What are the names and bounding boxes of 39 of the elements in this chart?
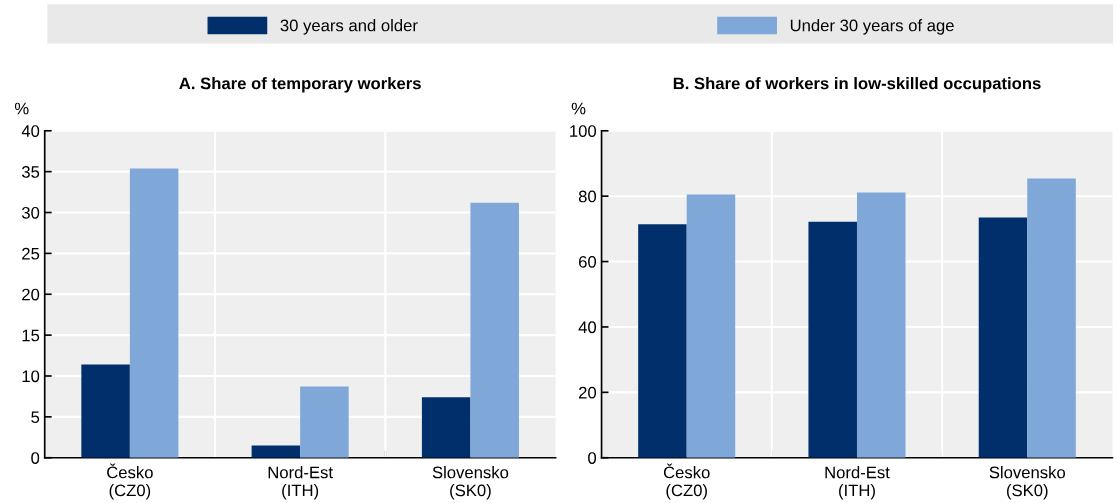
y-tick-label: 40 — [21, 125, 40, 137]
y-tick-label: 100 — [570, 125, 597, 137]
y-tick-label: 15 — [22, 329, 40, 342]
y-tick-label: 60 — [579, 255, 597, 268]
bar — [808, 221, 857, 458]
y-tick-label: 20 — [578, 386, 597, 399]
bar — [686, 194, 736, 458]
bar — [470, 202, 519, 458]
bar — [251, 445, 301, 458]
y-axis-title: % — [14, 102, 29, 115]
x-tick-label: Slovensko (SK0) — [432, 466, 509, 500]
x-tick-label: Česko (CZ0) — [107, 463, 153, 500]
x-tick-label: Slovensko (SK0) — [989, 466, 1066, 500]
x-tick-label: Česko (CZ0) — [663, 463, 710, 500]
y-axis-title: % — [571, 102, 586, 115]
bar — [129, 168, 179, 458]
y-tick-label: 0 — [31, 452, 40, 464]
bar — [856, 192, 906, 458]
x-tick-label: Nord-Est (ITH) — [825, 466, 890, 500]
y-tick-label: 40 — [578, 321, 597, 334]
bar — [421, 397, 471, 458]
bar — [1027, 178, 1076, 458]
bar — [978, 217, 1028, 458]
y-tick-label: 25 — [22, 247, 40, 260]
y-tick-label: 80 — [578, 190, 597, 203]
x-tick-label: Nord-Est (ITH) — [268, 466, 333, 500]
y-tick-label: 30 — [21, 206, 40, 219]
y-tick-label: 0 — [588, 452, 597, 464]
y-tick-label: 5 — [31, 411, 40, 424]
legend-label: 30 years and older — [280, 19, 418, 35]
legend-label: Under 30 years of age — [790, 19, 954, 35]
y-tick-label: 20 — [22, 288, 40, 301]
chart-title: A. Share of temporary workers — [179, 77, 421, 93]
bar — [81, 364, 130, 458]
y-tick-label: 35 — [21, 166, 40, 178]
y-tick-label: 10 — [22, 370, 40, 383]
bar — [638, 224, 687, 458]
chart-title: B. Share of workers in low-skilled occupations — [673, 77, 1041, 93]
bar — [300, 386, 349, 458]
